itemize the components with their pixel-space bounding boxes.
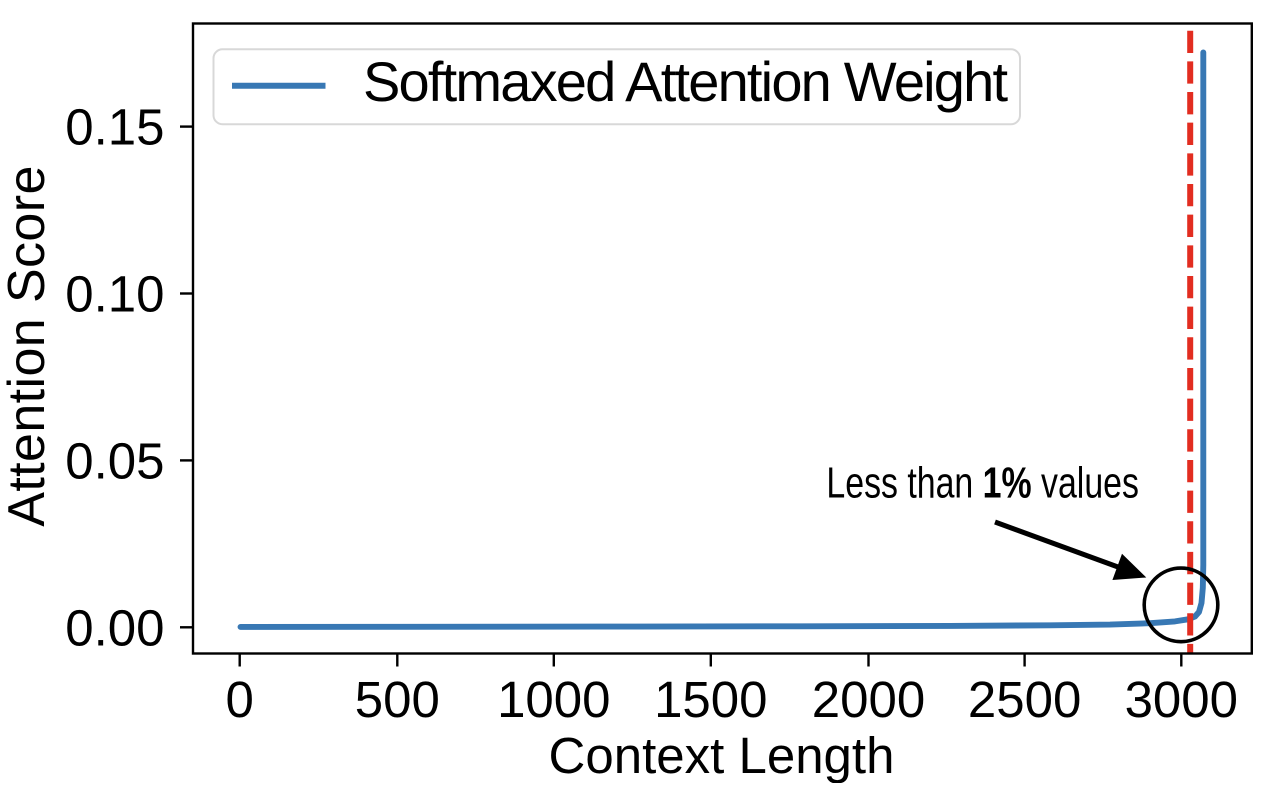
svg-text:0.00: 0.00 xyxy=(65,599,164,656)
svg-text:0: 0 xyxy=(226,671,254,728)
svg-text:0.05: 0.05 xyxy=(65,432,164,489)
svg-text:Context Length: Context Length xyxy=(549,727,895,783)
svg-text:500: 500 xyxy=(355,671,440,728)
svg-text:1500: 1500 xyxy=(654,671,767,728)
svg-text:2500: 2500 xyxy=(968,671,1081,728)
svg-text:1000: 1000 xyxy=(497,671,610,728)
svg-text:Attention Score: Attention Score xyxy=(0,165,56,527)
svg-text:0.10: 0.10 xyxy=(65,266,164,323)
svg-text:Less than 1% values: Less than 1% values xyxy=(826,458,1139,507)
svg-text:3000: 3000 xyxy=(1125,671,1238,728)
svg-text:2000: 2000 xyxy=(812,671,925,728)
svg-text:0.15: 0.15 xyxy=(65,99,164,156)
svg-text:Softmaxed Attention Weight: Softmaxed Attention Weight xyxy=(363,50,1008,113)
